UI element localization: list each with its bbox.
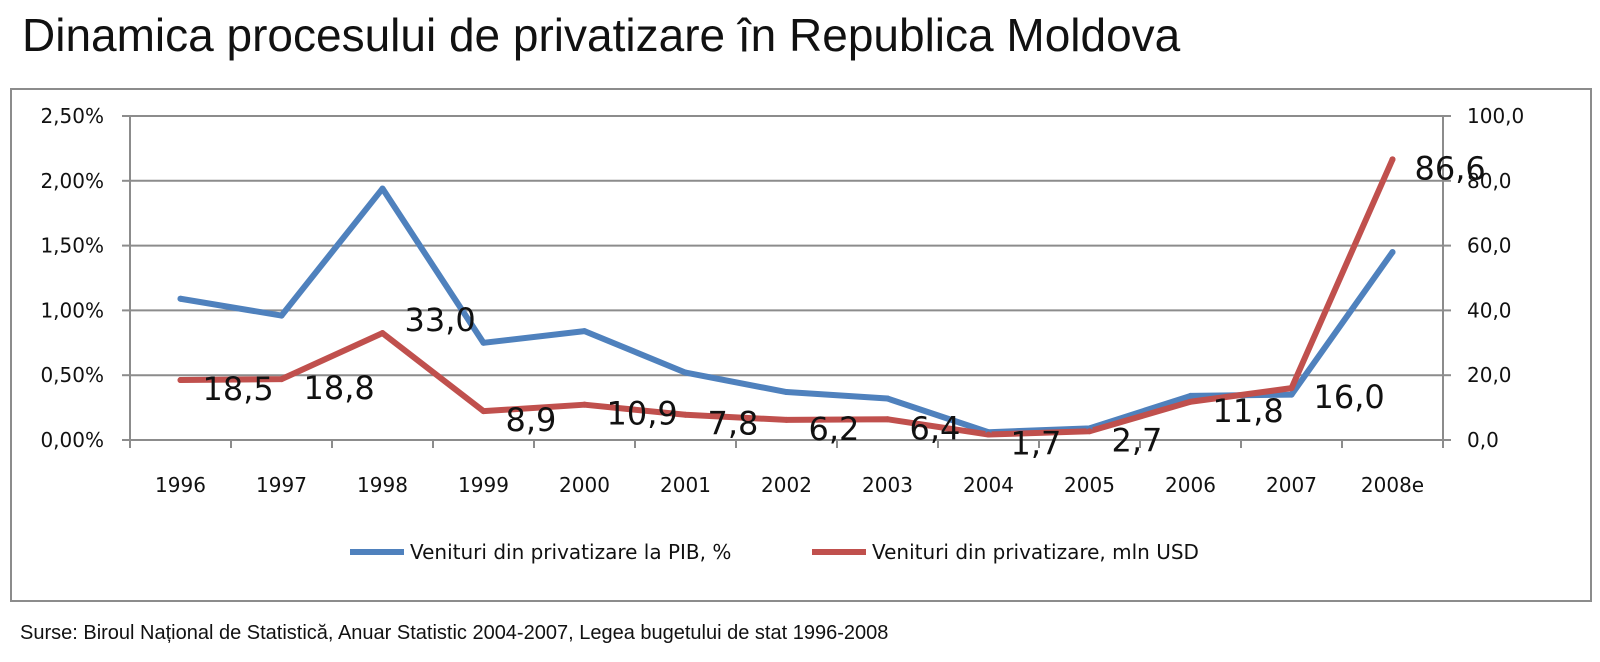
data-point-pib <box>884 395 891 402</box>
x-tick-label: 2006 <box>1165 473 1216 497</box>
data-point-usd <box>985 431 992 438</box>
x-tick-label: 1996 <box>155 473 206 497</box>
data-point-pib <box>177 295 184 302</box>
legend-label-usd: Venituri din privatizare, mln USD <box>872 540 1199 564</box>
y-left-tick-label: 2,50% <box>40 104 104 128</box>
data-point-usd <box>379 330 386 337</box>
data-point-pib <box>1187 392 1194 399</box>
data-point-usd <box>1086 428 1093 435</box>
y-right-tick-label: 60,0 <box>1467 234 1512 258</box>
data-point-pib <box>278 312 285 319</box>
y-right-tick-label: 40,0 <box>1467 298 1512 322</box>
y-left-tick-label: 1,00% <box>40 298 104 322</box>
y-left-tick-label: 1,50% <box>40 234 104 258</box>
chart-frame <box>10 88 1592 602</box>
y-left-tick-label: 2,00% <box>40 169 104 193</box>
data-label: 86,6 <box>1415 149 1486 187</box>
source-note: Surse: Biroul Național de Statistică, An… <box>20 622 889 644</box>
x-tick-label: 2003 <box>862 473 913 497</box>
data-point-usd <box>884 416 891 423</box>
data-point-usd <box>1187 398 1194 405</box>
data-label: 10,9 <box>607 395 678 433</box>
page-title: Dinamica procesului de privatizare în Re… <box>22 9 1181 61</box>
data-point-pib <box>379 185 386 192</box>
data-point-pib <box>480 339 487 346</box>
data-point-usd <box>1389 156 1396 163</box>
x-tick-label: 1997 <box>256 473 307 497</box>
data-point-pib <box>1389 249 1396 256</box>
x-tick-label: 2007 <box>1266 473 1317 497</box>
x-tick-label: 2000 <box>559 473 610 497</box>
data-label: 11,8 <box>1213 392 1284 430</box>
data-point-pib <box>1288 391 1295 398</box>
y-right-tick-label: 80,0 <box>1467 169 1512 193</box>
data-label: 6,2 <box>809 410 860 448</box>
x-tick-label: 1998 <box>357 473 408 497</box>
data-point-usd <box>581 401 588 408</box>
x-tick-label: 2001 <box>660 473 711 497</box>
data-point-pib <box>581 328 588 335</box>
data-label: 6,4 <box>910 409 961 447</box>
data-label: 7,8 <box>708 405 759 443</box>
x-tick-label: 2002 <box>761 473 812 497</box>
x-tick-label: 2008e <box>1361 473 1424 497</box>
data-label: 18,5 <box>203 370 274 408</box>
y-right-tick-label: 20,0 <box>1467 363 1512 387</box>
data-label: 16,0 <box>1314 378 1385 416</box>
y-right-tick-label: 0,0 <box>1467 428 1499 452</box>
data-label: 33,0 <box>405 301 476 339</box>
y-right-tick-label: 100,0 <box>1467 104 1524 128</box>
data-point-pib <box>783 389 790 396</box>
data-point-usd <box>278 376 285 383</box>
data-label: 18,8 <box>304 369 375 407</box>
x-tick-label: 2005 <box>1064 473 1115 497</box>
legend-label-pib: Venituri din privatizare la PIB, % <box>410 540 731 564</box>
data-point-usd <box>177 377 184 384</box>
y-left-tick-label: 0,00% <box>40 428 104 452</box>
data-point-usd <box>682 411 689 418</box>
x-tick-label: 1999 <box>458 473 509 497</box>
data-point-usd <box>480 408 487 415</box>
data-label: 1,7 <box>1011 424 1062 462</box>
data-label: 2,7 <box>1112 421 1163 459</box>
y-left-tick-label: 0,50% <box>40 363 104 387</box>
data-point-pib <box>682 369 689 376</box>
x-tick-label: 2004 <box>963 473 1014 497</box>
data-point-usd <box>1288 385 1295 392</box>
data-point-usd <box>783 416 790 423</box>
data-label: 8,9 <box>506 401 557 439</box>
